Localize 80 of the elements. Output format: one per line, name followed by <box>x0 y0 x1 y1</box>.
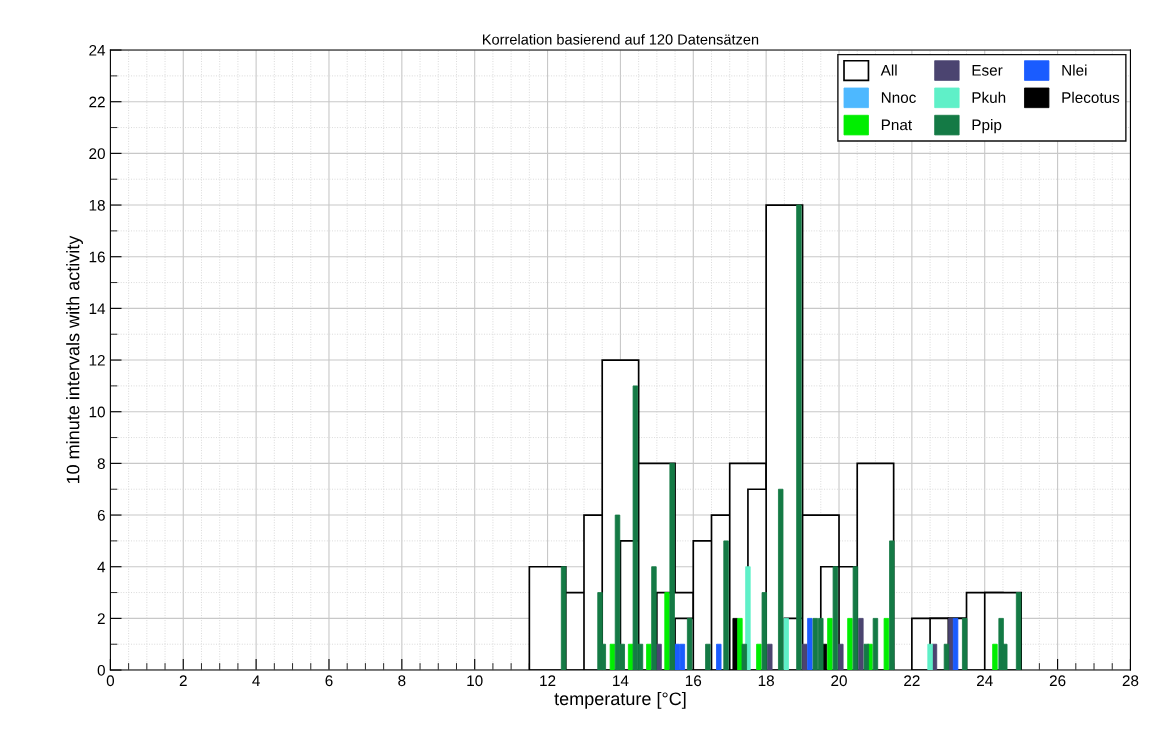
legend-label: Nlei <box>1062 64 1087 76</box>
bar <box>872 617 879 671</box>
chart-title: Korrelation basierend auf 120 Datensätzen <box>483 33 759 45</box>
bar <box>847 617 853 671</box>
legend-label: Eser <box>972 65 1003 76</box>
legend-label: Nnoc <box>881 92 916 103</box>
y-tick-label: 18 <box>89 199 105 211</box>
x-tick-label: 2 <box>179 675 187 686</box>
x-tick-label: 20 <box>831 675 847 687</box>
x-axis-title: temperature [°C] <box>554 691 686 709</box>
bar <box>560 566 567 671</box>
y-tick-label: 22 <box>89 96 105 108</box>
legend-label: Pnat <box>881 119 912 131</box>
bar <box>802 643 808 671</box>
bar <box>656 643 662 671</box>
bar <box>767 643 773 671</box>
bar <box>632 385 639 671</box>
legend-label: All <box>880 64 897 76</box>
bar <box>686 617 693 671</box>
bar <box>961 617 968 671</box>
x-tick-label: 26 <box>1049 675 1066 687</box>
y-tick-label: 16 <box>89 251 105 263</box>
bar <box>669 462 675 671</box>
legend-label: Plecotus <box>1062 91 1120 103</box>
y-tick-label: 24 <box>89 44 106 56</box>
bar <box>646 643 652 671</box>
bar <box>883 617 890 671</box>
legend-label: Pkuh <box>972 91 1006 103</box>
y-tick-label: 12 <box>89 354 105 366</box>
y-axis-title: 10 minute intervals with activity <box>66 235 83 484</box>
y-tick-label: 6 <box>97 509 105 521</box>
bar <box>832 566 839 671</box>
bar <box>783 617 789 671</box>
bar <box>858 617 864 671</box>
bar <box>807 617 813 671</box>
bar <box>889 540 895 671</box>
bar <box>761 592 768 671</box>
bar <box>1015 592 1022 671</box>
bar <box>716 643 722 671</box>
bar <box>863 643 870 671</box>
bar <box>614 514 621 671</box>
bar <box>737 617 743 671</box>
bar <box>796 204 802 671</box>
bar <box>756 643 762 671</box>
x-tick-label: 8 <box>398 675 406 687</box>
y-tick-label: 8 <box>97 458 105 470</box>
bar <box>943 643 950 671</box>
bar <box>827 617 833 671</box>
bar <box>741 643 747 671</box>
bar <box>745 566 751 671</box>
bar <box>927 643 933 671</box>
y-tick-label: 2 <box>97 613 105 624</box>
x-tick-label: 6 <box>325 675 333 687</box>
bar <box>664 592 670 671</box>
y-tick-label: 4 <box>97 561 106 573</box>
x-tick-label: 10 <box>467 675 483 687</box>
x-tick-label: 18 <box>758 675 774 687</box>
x-tick-label: 24 <box>977 675 993 686</box>
x-tick-label: 14 <box>613 675 629 686</box>
y-tick-label: 14 <box>89 303 106 314</box>
x-tick-label: 4 <box>252 675 260 686</box>
bar <box>852 566 859 671</box>
x-tick-label: 0 <box>106 675 115 687</box>
bar <box>952 617 959 671</box>
legend-label: Ppip <box>972 119 1002 134</box>
x-tick-label: 12 <box>540 675 556 686</box>
bar <box>778 488 784 671</box>
y-tick-label: 10 <box>89 406 105 418</box>
y-tick-label: 20 <box>89 148 105 160</box>
bar <box>651 566 657 671</box>
bar <box>705 643 711 671</box>
y-tick-label: 0 <box>97 664 105 676</box>
bar <box>723 540 729 671</box>
bar <box>679 643 686 671</box>
bar <box>838 643 844 671</box>
bar <box>609 643 616 671</box>
bar <box>992 643 998 671</box>
x-tick-label: 28 <box>1122 675 1139 687</box>
x-tick-label: 16 <box>685 675 702 687</box>
x-tick-label: 22 <box>904 675 920 686</box>
